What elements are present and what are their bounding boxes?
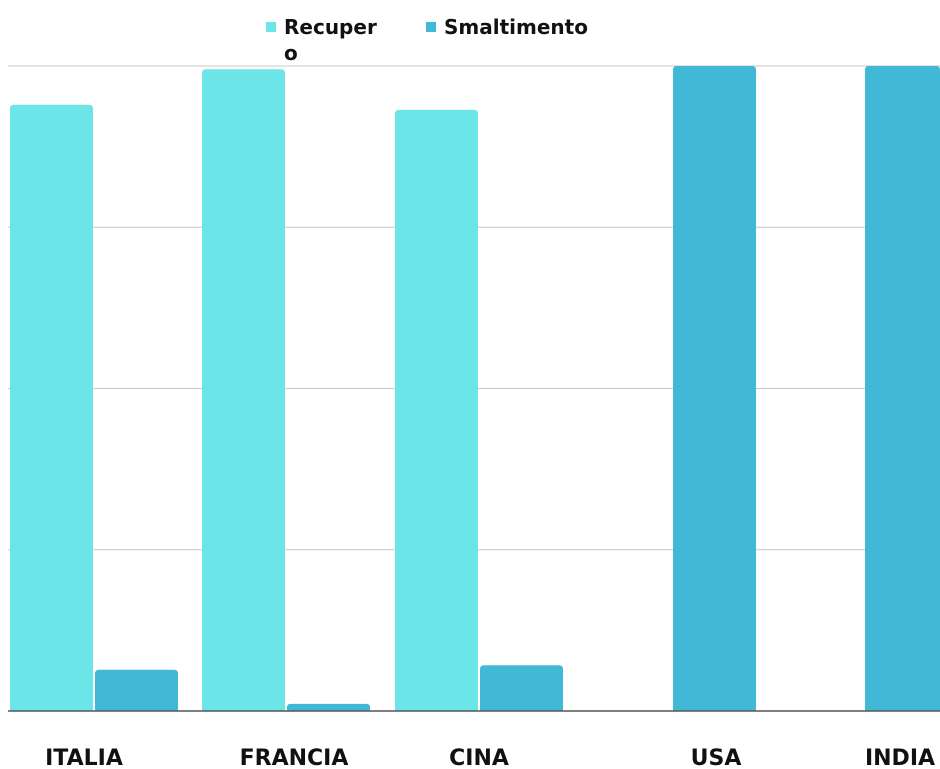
bar-cina-recupero <box>395 109 478 712</box>
bar-cina-smaltimento <box>480 665 563 711</box>
x-tick-label-francia: FRANCIA <box>240 746 349 769</box>
bar-italia-recupero <box>10 104 93 711</box>
bar-francia-smaltimento <box>287 703 370 711</box>
legend-label-smaltimento: Smaltimento <box>444 15 588 39</box>
x-tick-labels: ITALIA FRANCIA CINA USA INDIA <box>45 746 935 769</box>
legend-item-recupero: Recupero <box>266 14 380 66</box>
x-tick-label-india: INDIA <box>865 746 935 769</box>
legend-swatch-recupero <box>266 22 276 32</box>
legend-label-recupero: Recupero <box>284 15 377 65</box>
x-tick-label-usa: USA <box>691 746 742 769</box>
legend: Recupero Smaltimento <box>266 14 592 66</box>
bars <box>10 66 940 712</box>
legend-item-smaltimento: Smaltimento <box>426 14 592 66</box>
x-tick-label-italia: ITALIA <box>45 746 123 769</box>
bar-italia-smaltimento <box>95 669 178 711</box>
legend-swatch-smaltimento <box>426 22 436 32</box>
x-tick-label-cina: CINA <box>449 746 509 769</box>
bar-india-smaltimento <box>865 66 940 711</box>
bar-usa-smaltimento <box>673 66 756 711</box>
bar-francia-recupero <box>202 69 285 712</box>
